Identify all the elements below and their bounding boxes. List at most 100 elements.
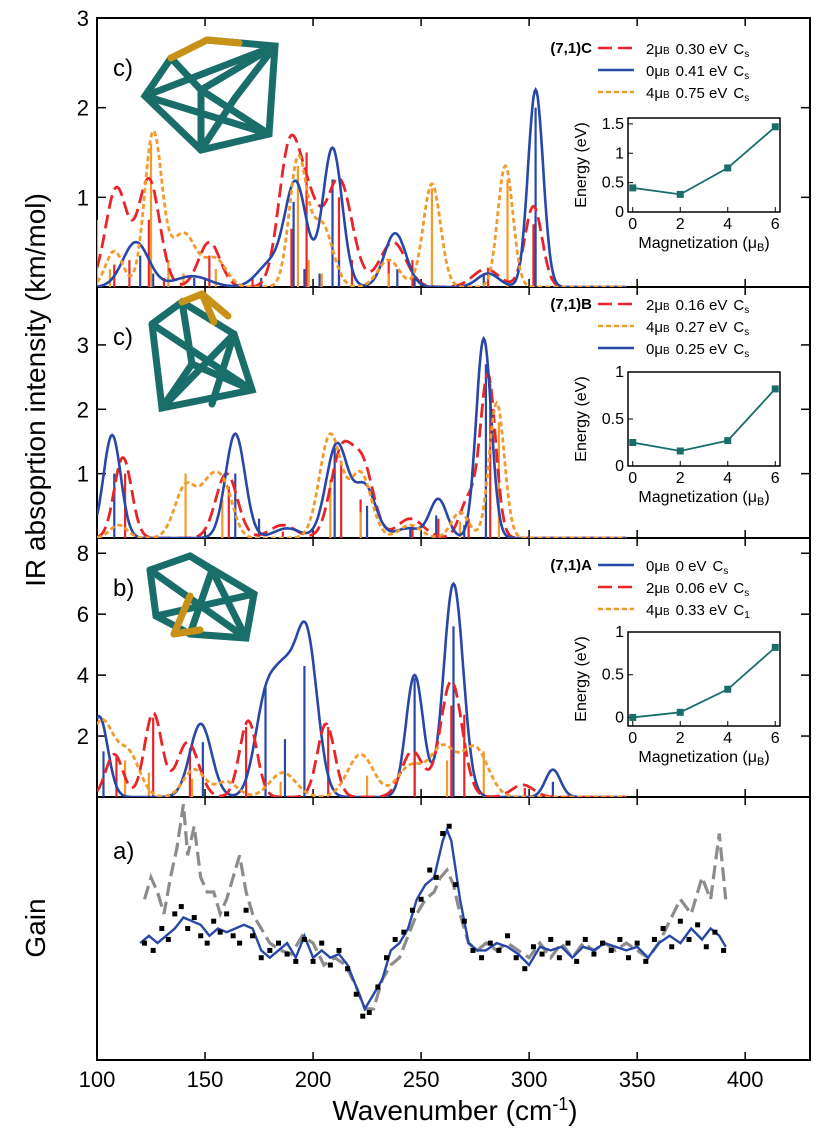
legend-mag: 4μ: [646, 85, 663, 102]
inset-y-tick-label: 1.5: [602, 116, 624, 133]
inset-y-label: Energy (eV): [573, 122, 590, 207]
inset-x-tick-label: 6: [771, 470, 780, 487]
legend-sym: C: [713, 558, 724, 575]
legend-mag-sub: B: [663, 46, 670, 57]
legend-mag-sub: B: [663, 68, 670, 79]
inset-c: 0 2 4 6 0 0.5 1 1.5 Magnetization (μB) Energy (eV…: [573, 116, 781, 254]
inset-frame: [627, 631, 781, 727]
legend-entry: 4μB 0.27 eV Cs: [646, 319, 749, 338]
x-tick-label: 350: [619, 1067, 656, 1092]
gain-point: [453, 882, 459, 888]
inset-b2: 0 2 4 6 0 0.5 1 Magnetization (μB) Energy (eV): [573, 364, 781, 508]
gain-point: [336, 947, 342, 953]
inset-point: [676, 447, 684, 455]
inset-y-tick-label: 0: [615, 458, 624, 475]
gain-point: [643, 958, 649, 964]
legend-sym: C: [733, 602, 744, 619]
legend-sym-sub: s: [744, 588, 749, 599]
legend-sym-sub: s: [744, 49, 749, 60]
gain-point: [353, 991, 359, 997]
gain-point: [505, 933, 511, 939]
inset-x-label-end: ): [764, 749, 769, 766]
legend-mag: 2μ: [646, 580, 663, 597]
gain-point: [433, 874, 439, 880]
gain-point: [548, 936, 554, 942]
y-axis-label: IR absoprtion intensity (km/mol): [20, 193, 51, 587]
y-tick-label: 3: [77, 333, 89, 358]
inset-y-tick-label: 0.5: [602, 411, 624, 428]
gain-point: [178, 904, 184, 910]
y-tick-label: 2: [77, 397, 89, 422]
legend-entry: 2μB 0.16 eV Cs: [646, 297, 749, 316]
inset-point: [676, 190, 684, 198]
gain-point: [513, 955, 519, 961]
legend-mag: 2μ: [646, 41, 663, 58]
inset-b: 0 2 4 6 0 0.5 1 Magnetization (μB) Energy (eV): [573, 624, 781, 768]
gain-point: [427, 867, 433, 873]
gain-point: [243, 907, 249, 913]
inset-x-tick-label: 6: [771, 216, 780, 233]
gain-point: [384, 955, 390, 961]
y-tick-label: 8: [77, 541, 89, 566]
legend-mag-sub: B: [663, 302, 670, 313]
gain-point: [301, 936, 307, 942]
gain-point: [409, 907, 415, 913]
gain-point: [712, 929, 718, 935]
legend-mag-sub: B: [663, 607, 670, 618]
legend-sym: C: [733, 341, 744, 358]
gain-point: [721, 947, 727, 953]
inset-y-tick-label: 0.5: [602, 667, 624, 684]
inset-y-tick-label: 1: [615, 624, 624, 641]
legend-entry: 2μB 0.06 eV Cs: [646, 580, 749, 599]
gain-point: [591, 951, 597, 957]
gain-point: [626, 955, 632, 961]
legend-mag-sub: B: [663, 563, 670, 574]
gain-point: [530, 944, 536, 950]
inset-x-label-end: ): [764, 235, 769, 252]
gain-point: [617, 936, 623, 942]
gain-line-blue: [139, 826, 727, 1012]
inset-frame: [627, 371, 781, 467]
panel-label: b): [113, 575, 134, 602]
isomer-label: (7,1)A: [550, 557, 592, 574]
y-tick-label: 6: [77, 602, 89, 627]
gain-point: [669, 944, 675, 950]
inset-x-label-sub: B: [757, 756, 764, 768]
panel-label: c): [113, 55, 133, 82]
gain-point: [165, 936, 171, 942]
legend-mag: 0μ: [646, 341, 663, 358]
gain-point: [198, 933, 204, 939]
inset-line: [632, 388, 776, 452]
x-tick-label: 400: [727, 1067, 764, 1092]
gain-point: [461, 918, 467, 924]
y-tick-label: 1: [77, 462, 89, 487]
gain-point: [651, 936, 657, 942]
gain-point: [150, 947, 156, 953]
inset-point: [724, 164, 732, 172]
x-tick-label: 150: [187, 1067, 224, 1092]
x-axis-label: Wavenumber (cm-1): [332, 1094, 577, 1126]
legend-sym-sub: s: [744, 93, 749, 104]
series-line-blue: [97, 335, 627, 538]
inset-x-label-end: ): [764, 489, 769, 506]
inset-x-label: Magnetization (μB): [638, 235, 769, 254]
inset-x-label: Magnetization (μB): [638, 749, 769, 768]
inset-line: [632, 126, 776, 196]
y-tick-label: 2: [77, 96, 89, 121]
gain-point: [204, 940, 210, 946]
y-tick-label: 3: [77, 6, 89, 31]
inset-x-label: Magnetization (μB): [638, 489, 769, 508]
legend-entry: 4μB 0.33 eV C1: [646, 602, 750, 621]
series-line-red: [97, 133, 627, 287]
inset-y-tick-label: 0: [615, 204, 624, 221]
isomer-label: (7,1)B: [550, 296, 592, 313]
gain-point: [345, 966, 351, 972]
panel-label: a): [113, 838, 134, 865]
inset-y-label: Energy (eV): [573, 376, 590, 461]
inset-point: [629, 439, 637, 446]
legend-sym: C: [733, 41, 744, 58]
inset-point: [724, 685, 732, 693]
inset-point: [771, 123, 779, 131]
gain-point: [327, 962, 333, 968]
